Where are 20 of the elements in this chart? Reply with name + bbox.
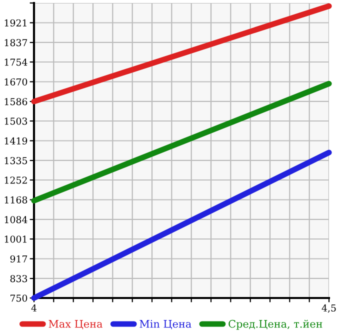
legend-label: Сред.Цена, т.йен: [228, 320, 322, 330]
y-tick-label: 1921: [4, 19, 26, 26]
x-tick-label: 4,5: [322, 304, 336, 313]
y-tick-label: 917: [10, 255, 28, 262]
y-tick-label: 1670: [4, 78, 28, 86]
y-tick-label: 750: [10, 294, 28, 302]
y-tick-label: 1586: [4, 98, 28, 106]
y-tick-label: 1754: [4, 58, 28, 66]
y-tick-label: 1168: [4, 196, 28, 204]
x-tick-label: 4: [31, 304, 37, 312]
y-tick-label: 1252: [4, 176, 27, 184]
y-tick-label: 1419: [4, 137, 28, 144]
y-tick-label: 1503: [4, 118, 28, 125]
legend-label: Max Цена: [48, 320, 102, 330]
y-tick-label: 1837: [4, 39, 28, 46]
legend-label: Min Цена: [140, 320, 192, 330]
y-tick-label: 1001: [4, 236, 26, 243]
y-tick-label: 1084: [4, 216, 28, 224]
y-tick-label: 833: [10, 275, 28, 282]
y-tick-label: 1335: [4, 157, 28, 164]
